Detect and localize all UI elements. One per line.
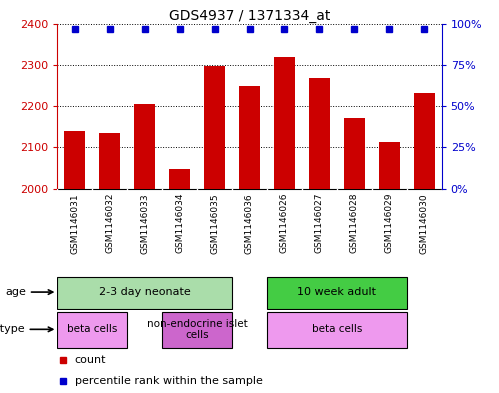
Text: GSM1146026: GSM1146026 xyxy=(280,193,289,253)
Bar xyxy=(169,169,190,189)
Text: GSM1146029: GSM1146029 xyxy=(385,193,394,253)
Title: GDS4937 / 1371334_at: GDS4937 / 1371334_at xyxy=(169,9,330,22)
Bar xyxy=(379,142,400,189)
Bar xyxy=(134,104,155,189)
Bar xyxy=(414,93,435,189)
Text: beta cells: beta cells xyxy=(67,324,117,334)
Text: GSM1146028: GSM1146028 xyxy=(350,193,359,253)
Bar xyxy=(64,131,85,189)
Text: GSM1146036: GSM1146036 xyxy=(245,193,254,253)
Text: non-endocrine islet
cells: non-endocrine islet cells xyxy=(147,319,248,340)
Text: GSM1146035: GSM1146035 xyxy=(210,193,219,253)
Text: cell type: cell type xyxy=(0,324,53,334)
Bar xyxy=(309,78,330,189)
Text: GSM1146027: GSM1146027 xyxy=(315,193,324,253)
Bar xyxy=(99,133,120,189)
Text: GSM1146030: GSM1146030 xyxy=(420,193,429,253)
Bar xyxy=(344,118,365,189)
Bar xyxy=(204,66,225,189)
Bar xyxy=(57,277,232,309)
Text: percentile rank within the sample: percentile rank within the sample xyxy=(75,376,262,386)
Text: beta cells: beta cells xyxy=(312,324,362,334)
Text: GSM1146032: GSM1146032 xyxy=(105,193,114,253)
Bar xyxy=(57,312,127,348)
Bar xyxy=(267,277,407,309)
Text: GSM1146031: GSM1146031 xyxy=(70,193,79,253)
Text: age: age xyxy=(5,287,53,297)
Bar xyxy=(267,312,407,348)
Text: GSM1146034: GSM1146034 xyxy=(175,193,184,253)
Bar xyxy=(239,86,260,189)
Text: 10 week adult: 10 week adult xyxy=(297,287,376,297)
Text: count: count xyxy=(75,354,106,365)
Text: 2-3 day neonate: 2-3 day neonate xyxy=(99,287,191,297)
Text: GSM1146033: GSM1146033 xyxy=(140,193,149,253)
Bar xyxy=(274,57,295,189)
Bar xyxy=(162,312,232,348)
